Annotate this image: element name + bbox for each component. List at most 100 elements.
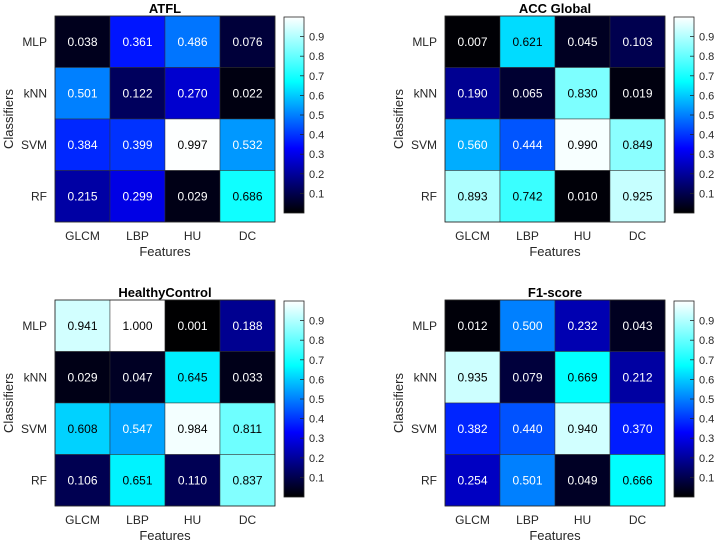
cell-value-label: 0.361 [122, 35, 152, 49]
colorbar-tick-label: 0.4 [699, 130, 714, 142]
colorbar-tick-label: 0.8 [699, 335, 714, 347]
cell-value-label: 1.000 [122, 319, 152, 333]
x-axis-label: Features [139, 244, 191, 259]
heatmap-cell [219, 454, 276, 507]
colorbar-tick-label: 0.7 [699, 355, 714, 367]
heatmap-cell [499, 351, 556, 404]
colorbar-tick-label: 0.2 [309, 453, 324, 465]
colorbar-tick-label: 0.1 [699, 472, 714, 484]
cell-value-label: 0.190 [457, 86, 487, 100]
heatmap-cell [444, 118, 501, 171]
heatmap-cell [554, 170, 611, 223]
heatmap-cell [499, 454, 556, 507]
colorbar-tick-label: 0.1 [309, 188, 324, 200]
x-tick-label: LBP [126, 513, 149, 527]
colorbar-tick-label: 0.8 [309, 51, 324, 63]
heatmap-cell [164, 351, 221, 404]
x-tick-label: DC [239, 229, 257, 243]
cell-value-label: 0.399 [122, 138, 152, 152]
colorbar-tick-label: 0.3 [309, 433, 324, 445]
cell-value-label: 0.500 [512, 319, 542, 333]
y-axis-label: Classifiers [391, 89, 406, 149]
cell-value-label: 0.029 [177, 189, 207, 203]
colorbar-tick-label: 0.9 [309, 32, 324, 44]
x-tick-label: GLCM [65, 229, 100, 243]
heatmap-cell [609, 67, 666, 120]
cell-value-label: 0.079 [512, 370, 542, 384]
x-axis-label: Features [139, 528, 191, 541]
cell-value-label: 0.941 [67, 319, 97, 333]
cell-value-label: 0.384 [67, 138, 97, 152]
y-tick-label: kNN [414, 370, 437, 384]
colorbar-tick-label: 0.5 [309, 110, 324, 122]
cell-value-label: 0.254 [457, 473, 487, 487]
y-tick-label: kNN [24, 370, 47, 384]
cell-value-label: 0.486 [177, 35, 207, 49]
colorbar-tick-label: 0.6 [699, 374, 714, 386]
heatmap-cell [554, 67, 611, 120]
cell-value-label: 0.188 [232, 319, 262, 333]
heatmap-cell [219, 15, 276, 68]
heatmap-frame [444, 299, 666, 507]
cell-value-label: 0.299 [122, 189, 152, 203]
heatmap-panel: F1-score 0.012 0.500 0.232 0.043 0.935 0.079 0.… [391, 285, 714, 541]
heatmap-cell [554, 118, 611, 171]
colorbar-tick-label: 0.7 [699, 71, 714, 83]
cell-value-label: 0.065 [512, 86, 542, 100]
heatmap-cell [554, 299, 611, 352]
x-tick-label: HU [184, 229, 201, 243]
colorbar-tick-label: 0.5 [699, 110, 714, 122]
x-tick-label: DC [239, 513, 257, 527]
cell-value-label: 0.621 [512, 35, 542, 49]
heatmap-cell [109, 15, 166, 68]
cell-value-label: 0.001 [177, 319, 207, 333]
colorbar-tick-label: 0.7 [309, 71, 324, 83]
heatmap-cell [609, 454, 666, 507]
y-axis-label: Classifiers [391, 373, 406, 433]
colorbar-tick-label: 0.3 [699, 433, 714, 445]
y-tick-label: RF [31, 473, 47, 487]
cell-value-label: 0.560 [457, 138, 487, 152]
chart-title: ACC Global [519, 1, 591, 16]
colorbar-tick-label: 0.6 [309, 374, 324, 386]
cell-value-label: 0.849 [622, 138, 652, 152]
cell-value-label: 0.019 [622, 86, 652, 100]
colorbar-tick-label: 0.4 [309, 414, 324, 426]
y-tick-label: SVM [21, 422, 47, 436]
cell-value-label: 0.742 [512, 189, 542, 203]
y-tick-label: MLP [22, 35, 47, 49]
colorbar-tick-label: 0.1 [699, 188, 714, 200]
heatmap-cell [609, 351, 666, 404]
colorbar-tick-label: 0.2 [699, 169, 714, 181]
y-tick-label: MLP [412, 319, 437, 333]
heatmap-cell [444, 402, 501, 455]
cell-value-label: 0.022 [232, 86, 262, 100]
x-tick-label: DC [629, 513, 647, 527]
cell-value-label: 0.893 [457, 189, 487, 203]
cell-value-label: 0.608 [67, 422, 97, 436]
colorbar-tick-label: 0.8 [309, 335, 324, 347]
x-axis-label: Features [529, 528, 581, 541]
cell-value-label: 0.045 [567, 35, 597, 49]
cell-value-label: 0.007 [457, 35, 487, 49]
x-tick-label: GLCM [65, 513, 100, 527]
x-tick-label: LBP [126, 229, 149, 243]
cell-value-label: 0.837 [232, 473, 262, 487]
heatmap-cell [444, 454, 501, 507]
heatmap-cell [109, 299, 166, 352]
heatmap-cell [164, 170, 221, 223]
colorbar-tick-label: 0.9 [309, 316, 324, 328]
cell-value-label: 0.984 [177, 422, 207, 436]
heatmap-cell [609, 170, 666, 223]
heatmap-frame [54, 299, 276, 507]
heatmap-cell [109, 67, 166, 120]
heatmap-panel: HealthyControl 0.941 1.000 0.001 0.188 0.029 0… [1, 285, 324, 541]
heatmap-cell [499, 67, 556, 120]
x-tick-label: HU [184, 513, 201, 527]
x-tick-label: GLCM [455, 513, 490, 527]
colorbar-tick-label: 0.5 [699, 394, 714, 406]
heatmap-cell [164, 402, 221, 455]
x-tick-label: LBP [516, 229, 539, 243]
heatmap-cell [219, 170, 276, 223]
x-tick-label: DC [629, 229, 647, 243]
